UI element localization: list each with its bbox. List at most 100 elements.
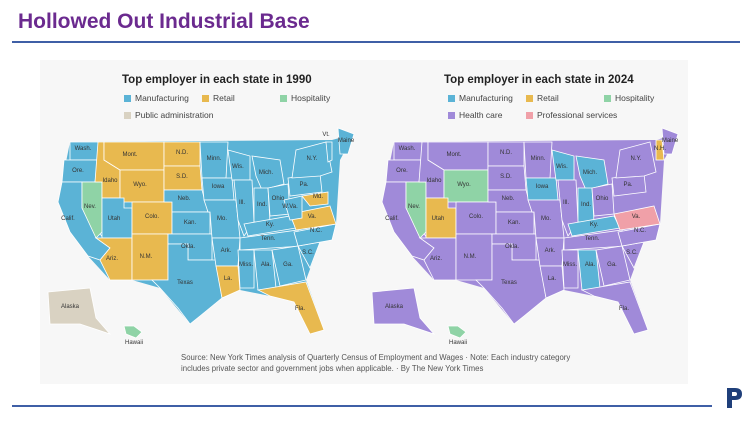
state-label: Va. <box>308 214 317 220</box>
state-label: Wyo. <box>457 182 471 188</box>
state-label: Mich. <box>259 170 274 176</box>
state-alaska <box>371 287 436 335</box>
state-label: Wash. <box>399 146 416 152</box>
state-label: S.D. <box>500 174 512 180</box>
state-ill <box>557 179 579 237</box>
state-ga <box>271 245 307 287</box>
footer-divider <box>12 405 712 407</box>
state-label: Ind. <box>257 202 267 208</box>
state-la <box>539 265 565 299</box>
state-label: Neb. <box>502 196 515 202</box>
state-va <box>613 205 661 231</box>
state-ala <box>253 249 277 291</box>
state-label: Texas <box>177 280 193 286</box>
state-label: Pa. <box>299 182 308 188</box>
state-label: N.H. <box>654 146 666 152</box>
legend-swatch <box>526 112 533 119</box>
legend-swatch <box>202 95 209 102</box>
state-label: Ky. <box>266 222 275 228</box>
state-label: Hawaii <box>125 340 143 346</box>
state-label: Idaho <box>426 178 442 184</box>
state-label: Neb. <box>178 196 191 202</box>
state-label: Mo. <box>217 216 227 222</box>
state-hawaii <box>123 325 143 339</box>
legend-swatch <box>448 95 455 102</box>
state-label: S.C. <box>626 250 638 256</box>
state-label: Colo. <box>145 214 159 220</box>
legend-item: Hospitality <box>604 93 654 103</box>
state-fla <box>256 281 325 335</box>
state-label: Fla. <box>295 306 305 312</box>
state-label: N.M. <box>140 254 153 260</box>
state-label: Idaho <box>102 178 118 184</box>
state-miss <box>561 249 579 289</box>
state-label: Minn. <box>207 156 222 162</box>
state-label: N.D. <box>500 150 512 156</box>
state-label: Mont. <box>446 152 461 158</box>
state-label: Mich. <box>583 170 598 176</box>
state-label: La. <box>548 276 557 282</box>
state-label: N.C. <box>634 228 646 234</box>
state-label: Utah <box>108 216 121 222</box>
legend-item: Manufacturing <box>124 93 189 103</box>
map-panel-2024: Top employer in each state in 2024 Manuf… <box>364 60 688 350</box>
state-label: Okla. <box>181 244 195 250</box>
state-label: Ariz. <box>430 256 442 262</box>
state-label: Ind. <box>581 202 591 208</box>
state-label: Ark. <box>221 248 232 254</box>
state-label: Miss. <box>563 262 577 268</box>
legend-label: Retail <box>213 93 235 103</box>
state-maine <box>661 127 679 155</box>
state-label: Ariz. <box>106 256 118 262</box>
state-label: Colo. <box>469 214 483 220</box>
state-label: S.D. <box>176 174 188 180</box>
state-label: Ark. <box>545 248 556 254</box>
legend-label: Health care <box>459 110 503 120</box>
state-label: Ohio <box>596 196 609 202</box>
legend-label: Manufacturing <box>135 93 189 103</box>
legend-label: Hospitality <box>291 93 331 103</box>
state-nh <box>655 139 665 161</box>
legend-item: Health care <box>448 110 502 120</box>
legend-item: Manufacturing <box>448 93 513 103</box>
slide-title: Hollowed Out Industrial Base <box>18 10 310 33</box>
logo-icon <box>727 388 742 408</box>
state-label: Ill. <box>563 200 569 206</box>
state-label: Wyo. <box>133 182 147 188</box>
state-label: Alaska <box>61 304 80 310</box>
state-ala <box>577 249 601 291</box>
state-label: Wash. <box>75 146 92 152</box>
legend-swatch <box>526 95 533 102</box>
state-label: W.Va. <box>282 204 298 210</box>
state-label: Ohio <box>272 196 285 202</box>
state-label: Pa. <box>623 182 632 188</box>
state-label: Calif. <box>61 216 75 222</box>
state-label: S.C. <box>302 250 314 256</box>
state-la <box>215 265 241 299</box>
state-label: Maine <box>662 138 679 144</box>
state-label: Miss. <box>239 262 253 268</box>
state-ill <box>233 179 255 237</box>
state-label: Iowa <box>536 184 549 190</box>
state-label: Kan. <box>184 220 197 226</box>
legend-swatch <box>124 95 131 102</box>
state-label: Wis. <box>232 164 244 170</box>
state-texas <box>475 243 547 325</box>
legend-label: Manufacturing <box>459 93 513 103</box>
state-label: Tenn. <box>585 236 600 242</box>
legend-swatch <box>124 112 131 119</box>
us-choropleth-map: Wash. Ore. Calif. Nev. Idaho Mont. Wyo. Utah Col… <box>371 127 679 346</box>
state-wva <box>283 195 303 221</box>
state-label: Md. <box>313 194 323 200</box>
legend-label: Professional services <box>537 110 618 120</box>
state-label: Ky. <box>590 222 599 228</box>
state-miss <box>237 249 255 289</box>
legend-item: Professional services <box>526 110 617 120</box>
state-label: Ore. <box>72 168 84 174</box>
state-maine <box>337 127 355 155</box>
state-label: Maine <box>338 138 355 144</box>
state-label: Utah <box>432 216 445 222</box>
state-label: Alaska <box>385 304 404 310</box>
state-label: Ore. <box>396 168 408 174</box>
figure-area: Top employer in each state in 1990 Manuf… <box>40 60 688 384</box>
